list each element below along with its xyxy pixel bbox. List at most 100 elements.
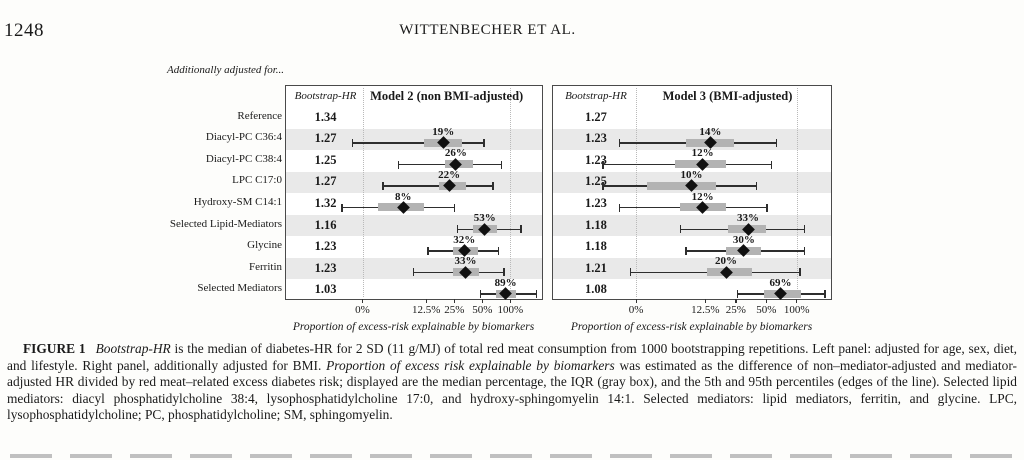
bootstrap-hr-value: 1.27 [584, 109, 607, 124]
percentile-whisker [382, 185, 493, 187]
median-percentage-label: 26% [444, 147, 467, 160]
whisker-cap-left [736, 289, 739, 298]
x-axis-tick [796, 299, 798, 303]
median-percentage-label: 12% [691, 190, 714, 203]
caption-segment-italic: Bootstrap-HR [95, 341, 171, 356]
bootstrap-hr-value: 1.23 [314, 260, 337, 275]
whisker-cap-left [602, 160, 604, 169]
whisker-cap-left [397, 160, 399, 169]
x-axis-tick-label: 0% [628, 304, 644, 316]
zebra-band [553, 257, 831, 280]
bootstrap-hr-value: 1.21 [584, 260, 607, 275]
x-axis-tick [509, 299, 512, 303]
whisker-cap-right [799, 268, 801, 277]
gridline-0pct [636, 88, 638, 297]
median-percentage-label: 69% [769, 276, 792, 289]
percentile-whisker [352, 142, 484, 144]
whisker-cap-right [503, 268, 505, 277]
x-axis-title: Proportion of excess-risk explainable by… [570, 321, 813, 333]
x-axis-tick-label: 100% [783, 304, 810, 316]
median-percentage-label: 20% [715, 255, 737, 268]
median-percentage-label: 33% [454, 255, 477, 268]
bootstrap-hr-value: 1.25 [314, 152, 337, 167]
whisker-cap-left [427, 246, 429, 255]
whisker-cap-right [775, 139, 778, 148]
panel-title: Model 2 (non BMI-adjusted) [370, 89, 524, 103]
bootstrap-hr-value: 1.16 [314, 217, 337, 232]
x-axis-tick [361, 299, 364, 303]
whisker-cap-left [602, 182, 604, 191]
bootstrap-hr-value: 1.32 [314, 196, 337, 210]
row-label: Selected Mediators [197, 282, 282, 295]
x-axis-tick-label: 25% [725, 304, 746, 316]
bootstrap-hr-column-header: Bootstrap-HR [294, 90, 357, 102]
x-axis-tick-label: 12.5% [691, 304, 720, 316]
row-label: Diacyl-PC C36:4 [205, 131, 282, 144]
whisker-cap-left [618, 139, 621, 148]
x-axis-tick [481, 299, 484, 303]
caption-segment-plain: was estimated as the difference of non–m… [7, 357, 1017, 423]
figure-1-forest-plots: Reference Diacyl-PC C36:4 Diacyl-PC C38:4 L… [169, 85, 832, 333]
row-label: Selected Lipid-Mediators [169, 217, 282, 230]
x-axis-tick-label: 50% [756, 304, 777, 316]
whisker-cap-left [412, 268, 415, 277]
median-percentage-label: 22% [438, 168, 461, 181]
running-head: WITTENBECHER ET AL. [399, 22, 576, 38]
median-percentage-label: 19% [432, 125, 455, 138]
whisker-cap-left [679, 225, 682, 234]
zebra-band [286, 128, 542, 151]
bootstrap-hr-value: 1.23 [584, 131, 607, 146]
gridline-100pct [510, 88, 512, 297]
bootstrap-hr-value: 1.27 [314, 174, 337, 189]
x-axis-tick [425, 299, 427, 303]
caption-segment-plain: is the median of diabetes-HR for 2 SD (1… [7, 341, 1017, 373]
bootstrap-hr-value: 1.25 [584, 174, 607, 189]
bootstrap-hr-value: 1.34 [314, 109, 337, 124]
forest-panel-model2: Bootstrap-HR Model 2 (non BMI-adjusted) 1.… [285, 85, 543, 333]
row-label: Reference [237, 109, 282, 122]
scan-artifact-cutoff-text [10, 454, 1014, 458]
additionally-adjusted-note: Additionally adjusted for... [167, 64, 285, 76]
bootstrap-hr-value: 1.23 [314, 239, 337, 254]
whisker-cap-right [483, 139, 485, 148]
median-percentage-label: 14% [699, 125, 722, 138]
x-axis-tick [635, 299, 637, 303]
median-percentage-label: 32% [453, 233, 476, 246]
median-percentage-label: 30% [732, 233, 755, 246]
bootstrap-hr-value: 1.18 [584, 239, 607, 254]
iqr-box [647, 181, 717, 190]
row-label: Glycine [247, 239, 282, 252]
median-percentage-label: 12% [691, 147, 714, 160]
bootstrap-hr-value: 1.18 [584, 217, 607, 232]
whisker-cap-right [492, 182, 494, 191]
bootstrap-hr-value: 1.27 [314, 131, 337, 146]
x-axis-tick-label: 100% [497, 304, 524, 316]
whisker-cap-right [535, 289, 538, 298]
x-axis-tick-label: 25% [444, 304, 465, 316]
whisker-cap-right [453, 203, 455, 212]
caption-segment-bold: FIGURE 1 [23, 341, 86, 356]
row-label: Ferritin [249, 260, 282, 273]
gridline-0pct [362, 88, 364, 297]
median-percentage-label: 10% [680, 168, 703, 181]
median-percentage-label: 89% [494, 276, 517, 289]
whisker-cap-right [804, 246, 806, 255]
whisker-cap-right [804, 225, 806, 234]
whisker-cap-left [341, 203, 343, 212]
median-percentage-label: 33% [737, 212, 760, 225]
row-label: LPC C17:0 [232, 174, 282, 187]
gridline-100pct [796, 88, 798, 297]
whisker-cap-right [766, 203, 768, 212]
row-label: Diacyl-PC C38:4 [205, 152, 282, 165]
x-axis-title: Proportion of excess-risk explainable by… [292, 321, 535, 333]
x-axis-tick [735, 299, 737, 303]
panel-title: Model 3 (BMI-adjusted) [662, 89, 793, 103]
forest-panel-model3: Bootstrap-HR Model 3 (BMI-adjusted) 1.27 1.… [552, 85, 832, 333]
bootstrap-hr-value: 1.03 [314, 282, 337, 297]
row-label: Hydroxy-SM C14:1 [193, 196, 282, 208]
whisker-cap-left [351, 139, 353, 148]
zebra-band [286, 171, 542, 194]
x-axis-tick [453, 299, 455, 303]
bootstrap-hr-value: 1.08 [584, 282, 607, 297]
